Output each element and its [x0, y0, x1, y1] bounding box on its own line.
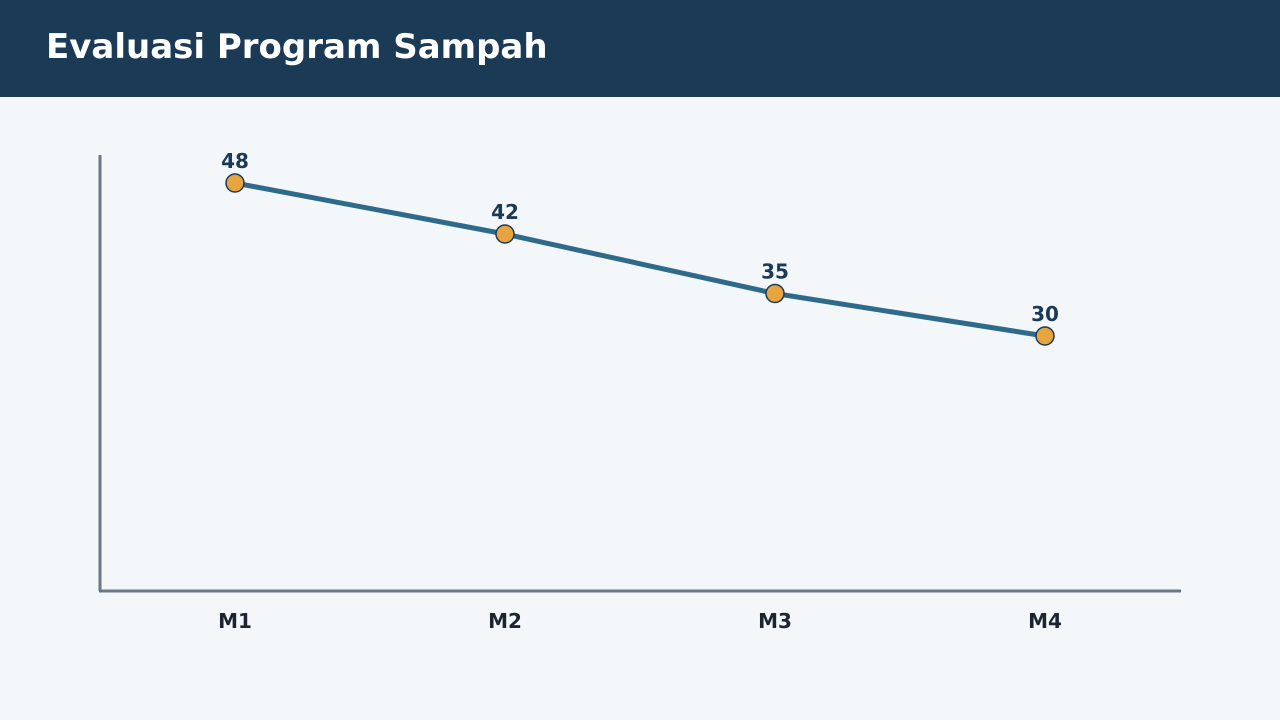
value-labels-group: 48 42 35 30: [221, 149, 1059, 326]
data-point-m4: [1035, 326, 1055, 346]
data-point-m1: [225, 173, 245, 193]
header-bar: Evaluasi Program Sampah: [0, 0, 1280, 97]
series-line-segment: [772, 291, 1048, 339]
page-title: Evaluasi Program Sampah: [46, 27, 548, 67]
markers-group: [225, 173, 1055, 346]
value-label: 42: [491, 200, 519, 224]
x-tick-label: M3: [758, 609, 792, 633]
value-label: 48: [221, 149, 249, 173]
x-tick-label: M2: [488, 609, 522, 633]
series-line-group: [232, 180, 1048, 339]
value-label: 35: [761, 260, 789, 284]
data-point-m3: [765, 283, 785, 304]
x-tick-label: M1: [218, 609, 252, 633]
series-line-segment: [232, 180, 508, 237]
series-line-segment: [502, 231, 778, 296]
data-point-m2: [495, 224, 515, 244]
value-label: 30: [1031, 302, 1059, 326]
x-tick-label: M4: [1028, 609, 1062, 633]
category-labels-group: M1 M2 M3 M4: [218, 609, 1062, 633]
